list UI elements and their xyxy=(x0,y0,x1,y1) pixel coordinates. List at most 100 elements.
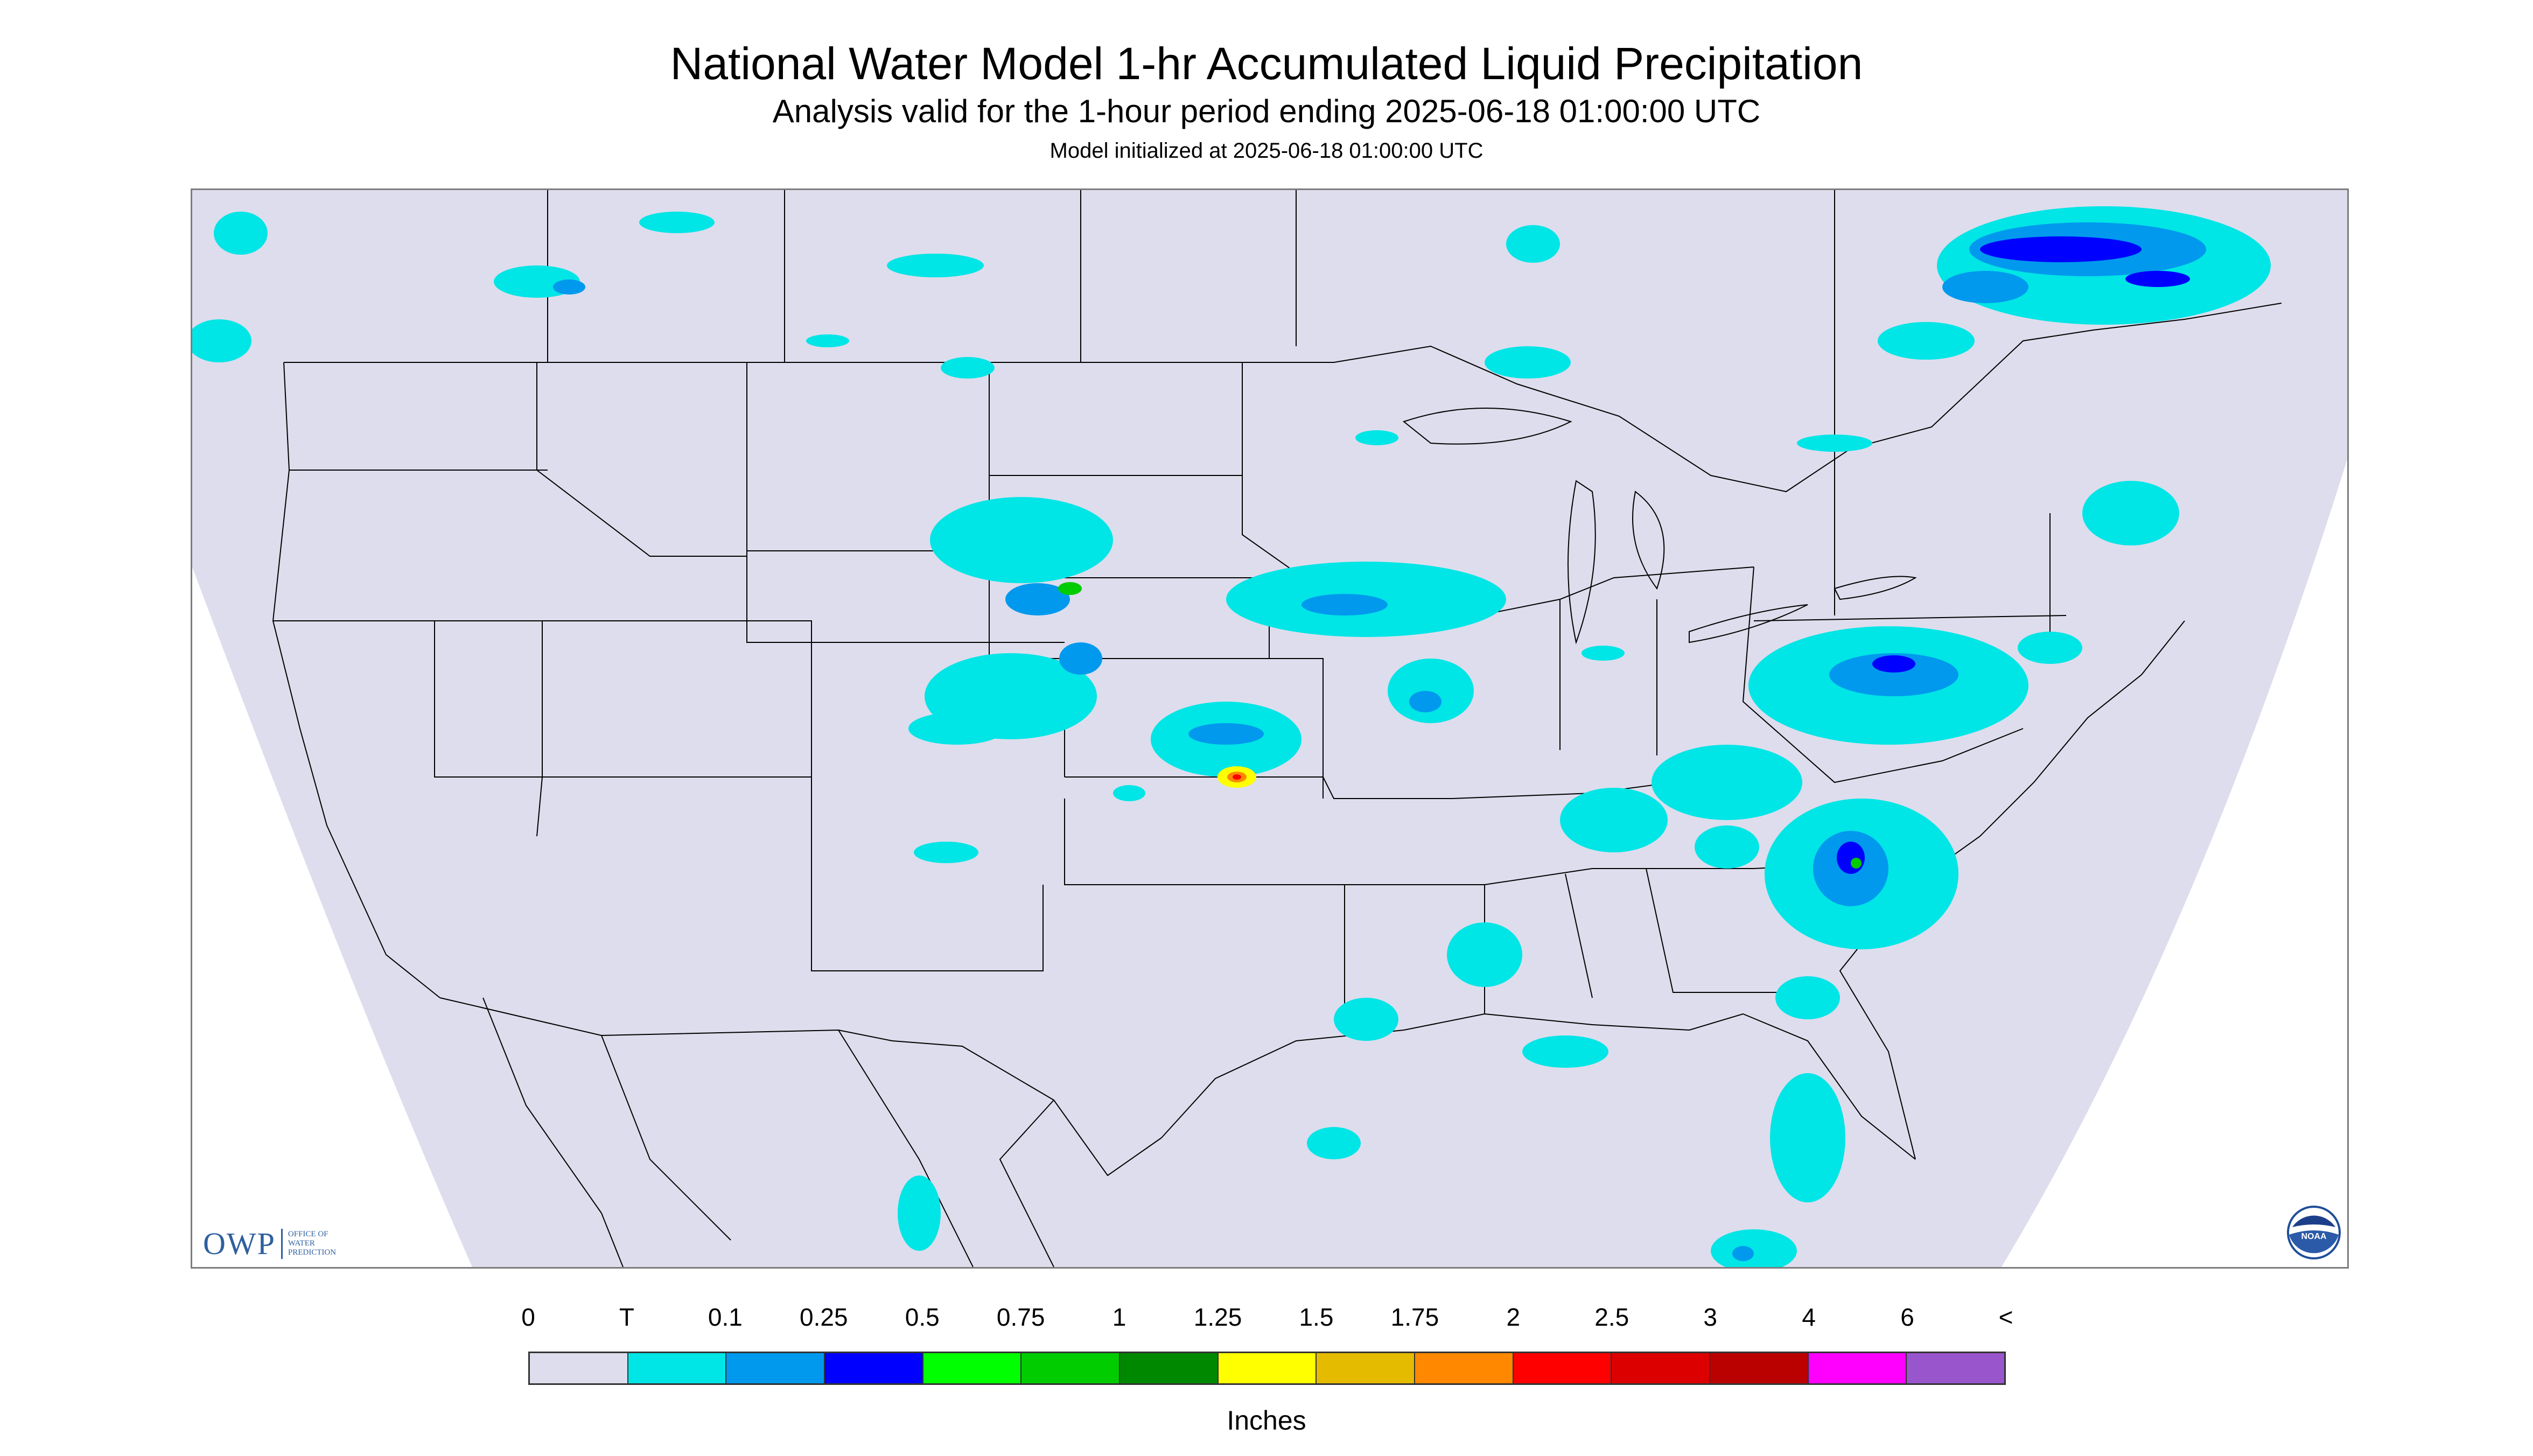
precip-red xyxy=(1233,774,1241,780)
precip-green xyxy=(1851,858,1862,869)
precip-cyan xyxy=(914,842,978,863)
precip-cyan xyxy=(1797,435,1872,452)
lake-ontario xyxy=(1834,576,1917,600)
precip-cyan xyxy=(639,212,715,233)
precip-cyan xyxy=(887,254,984,277)
legend-bin xyxy=(1612,1353,1711,1383)
legend-bin xyxy=(1513,1353,1612,1383)
precip-blue xyxy=(1005,583,1070,615)
baja-peninsula xyxy=(482,997,624,1267)
lake-erie xyxy=(1689,604,1808,643)
precip-cyan xyxy=(1307,1127,1361,1159)
mexico-line-3 xyxy=(999,1100,1054,1267)
legend-bin xyxy=(1317,1353,1416,1383)
legend-label: 0 xyxy=(521,1303,535,1331)
precip-cyan xyxy=(1447,922,1522,987)
gulf-coast xyxy=(1161,1013,1916,1160)
legend-label: 6 xyxy=(1900,1303,1914,1331)
owp-logo-text: OFFICE OF WATER PREDICTION xyxy=(288,1230,336,1257)
legend-bin xyxy=(628,1353,727,1383)
owp-logo-line2: WATER xyxy=(288,1239,315,1248)
state-line-c xyxy=(434,621,811,778)
precip-cyan xyxy=(1388,659,1474,723)
legend-label: 2 xyxy=(1506,1303,1521,1331)
state-line-n xyxy=(1064,799,1345,1025)
precip-cyan xyxy=(1113,785,1145,801)
legend-label: 1.75 xyxy=(1390,1303,1439,1331)
lake-huron xyxy=(1632,491,1665,590)
legend-bin xyxy=(1808,1353,1907,1383)
precip-blue xyxy=(1732,1246,1754,1261)
legend-label: 0.25 xyxy=(800,1303,848,1331)
precip-cyan xyxy=(898,1175,941,1251)
legend-units: Inches xyxy=(1227,1405,1306,1436)
precip-cyan xyxy=(1695,825,1759,869)
mexico-line-1 xyxy=(601,1035,731,1241)
noaa-logo-text: NOAA xyxy=(2301,1232,2327,1241)
state-line-m xyxy=(1065,776,1452,799)
owp-logo-divider xyxy=(281,1228,283,1259)
owp-logo-mark: OWP xyxy=(203,1226,276,1261)
owp-logo: OWP OFFICE OF WATER PREDICTION xyxy=(203,1226,336,1262)
precip-blue xyxy=(1409,691,1442,712)
precip-cyan xyxy=(2018,632,2082,664)
legend-bin xyxy=(1907,1353,2005,1383)
legend-label: < xyxy=(1998,1303,2013,1331)
page-title: National Water Model 1-hr Accumulated Li… xyxy=(670,38,1863,89)
lake-superior xyxy=(1402,408,1572,445)
legend-bin xyxy=(825,1353,923,1383)
legend-label: 0.5 xyxy=(905,1303,940,1331)
legend-bin xyxy=(1218,1353,1317,1383)
precip-cyan xyxy=(1355,430,1398,445)
state-line-u xyxy=(1646,868,1786,993)
legend-label: 3 xyxy=(1703,1303,1717,1331)
state-boundaries xyxy=(272,190,2282,1267)
state-line-l xyxy=(1065,658,1324,799)
precip-cyan xyxy=(1560,788,1668,852)
precip-dark-blue xyxy=(2125,271,2190,287)
legend-label: 4 xyxy=(1802,1303,1816,1331)
legend-label: 1.5 xyxy=(1299,1303,1334,1331)
legend-bin xyxy=(530,1353,628,1383)
mexico-line-2 xyxy=(838,1030,974,1267)
legend-labels: 0 T 0.1 0.25 0.5 0.75 1 1.25 1.5 1.75 2 2.5 3 4 6 < xyxy=(0,1302,2533,1340)
offgrid-right xyxy=(2002,459,2347,1267)
precip-cyan xyxy=(1334,998,1398,1041)
page-subtitle: Analysis valid for the 1-hour period end… xyxy=(772,93,1761,129)
precip-cyan xyxy=(908,712,1005,745)
precip-cyan xyxy=(192,319,251,362)
us-mexico-border xyxy=(439,997,1162,1177)
noaa-logo-icon: NOAA xyxy=(2287,1206,2341,1259)
legend-bin xyxy=(1710,1353,1809,1383)
state-line-t xyxy=(1565,873,1593,998)
legend-colorbar xyxy=(528,1352,2006,1385)
precip-blue xyxy=(1302,594,1388,615)
precip-dark-blue xyxy=(1980,236,2142,262)
precip-cyan xyxy=(1652,745,1802,820)
precip-cyan xyxy=(806,334,849,347)
state-line-d xyxy=(536,621,543,837)
legend-label: 1.25 xyxy=(1193,1303,1242,1331)
model-init-text: Model initialized at 2025-06-18 01:00:00… xyxy=(1049,139,1484,163)
precip-blue xyxy=(1829,653,1958,696)
precip-green xyxy=(1058,582,1082,595)
precip-cyan xyxy=(1522,1035,1608,1068)
precip-dark-blue xyxy=(1872,655,1915,673)
precipitation-map: OWP OFFICE OF WATER PREDICTION NOAA xyxy=(191,188,2349,1269)
legend-bin xyxy=(923,1353,1022,1383)
precip-cyan xyxy=(1485,346,1571,379)
precip-cyan xyxy=(1770,1073,1845,1202)
legend-bin xyxy=(1021,1353,1121,1383)
precip-cyan xyxy=(1878,322,1975,360)
owp-logo-line1: OFFICE OF xyxy=(288,1230,328,1238)
precip-blue xyxy=(1188,723,1264,745)
precip-cyan xyxy=(214,212,268,255)
precip-cyan xyxy=(1506,225,1560,263)
legend-label: T xyxy=(619,1303,634,1331)
precip-cyan xyxy=(1711,1229,1797,1267)
state-line-y xyxy=(1753,615,2067,621)
precip-cyan xyxy=(941,357,995,379)
legend-label: 0.1 xyxy=(708,1303,743,1331)
state-line-g xyxy=(536,362,747,557)
lake-michigan xyxy=(1568,480,1596,645)
